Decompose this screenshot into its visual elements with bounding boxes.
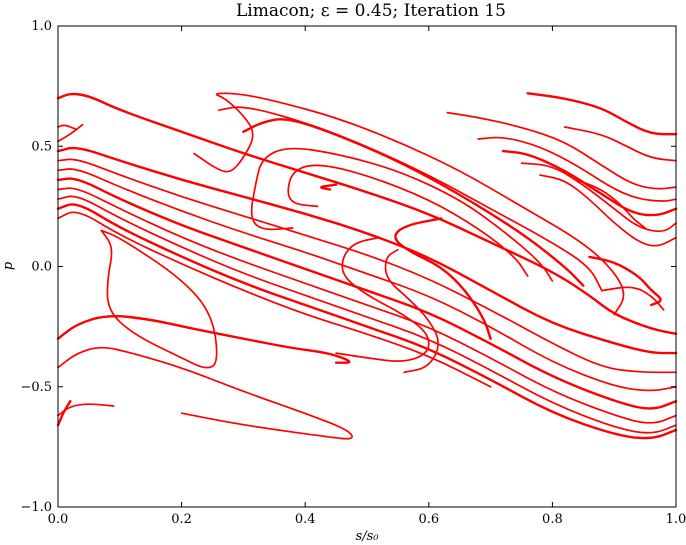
x-tick-label: 0.2 bbox=[171, 512, 192, 527]
series-line bbox=[56, 203, 678, 440]
series-line bbox=[477, 136, 677, 202]
y-axis-ticks: 1.0 0.5 0.0 −0.5 −1.0 bbox=[20, 19, 676, 515]
y-tick-label: −0.5 bbox=[20, 380, 52, 395]
x-tick-label: 0.8 bbox=[542, 512, 563, 527]
x-tick-label: 0.6 bbox=[418, 512, 439, 527]
series-line bbox=[576, 179, 646, 229]
series-line bbox=[588, 255, 662, 307]
series-line bbox=[57, 195, 677, 434]
series-line bbox=[193, 92, 625, 316]
series-line bbox=[57, 158, 677, 374]
series-line bbox=[57, 124, 78, 131]
y-tick-label: −1.0 bbox=[20, 500, 52, 515]
x-axis-ticks: 0.0 0.2 0.4 0.6 0.8 1.0 bbox=[48, 26, 686, 527]
y-tick-label: 0.5 bbox=[31, 139, 52, 154]
x-tick-label: 0.0 bbox=[48, 512, 69, 527]
series-line bbox=[320, 183, 338, 191]
curves-layer bbox=[56, 92, 678, 440]
plot-frame bbox=[57, 25, 677, 508]
y-axis-label: p bbox=[1, 261, 16, 270]
series-line bbox=[501, 149, 678, 217]
series-line bbox=[394, 217, 492, 340]
x-tick-label: 1.0 bbox=[666, 512, 686, 527]
series-line bbox=[57, 187, 677, 424]
series-line bbox=[446, 111, 677, 190]
series-line bbox=[56, 400, 72, 427]
series-line bbox=[600, 286, 665, 311]
series-line bbox=[100, 229, 218, 369]
series-line bbox=[563, 126, 677, 162]
series-line bbox=[539, 174, 677, 247]
series-line bbox=[520, 162, 677, 233]
x-axis-label: s/s₀ bbox=[356, 529, 380, 544]
series-line bbox=[242, 118, 585, 287]
series-line bbox=[57, 211, 492, 388]
series-line bbox=[57, 168, 677, 392]
series-line bbox=[57, 346, 353, 440]
series-line bbox=[56, 315, 351, 364]
y-tick-label: 0.0 bbox=[31, 260, 52, 275]
series-line bbox=[526, 92, 678, 136]
series-line bbox=[56, 92, 678, 335]
y-tick-label: 1.0 bbox=[31, 19, 52, 34]
series-line bbox=[335, 236, 430, 362]
series-line bbox=[250, 147, 554, 282]
series-line bbox=[384, 248, 439, 374]
chart-title: Limacon; ε = 0.45; Iteration 15 bbox=[236, 1, 506, 21]
series-line bbox=[57, 403, 115, 417]
series-line bbox=[57, 123, 84, 143]
x-tick-label: 0.4 bbox=[295, 512, 316, 527]
series-line bbox=[217, 106, 603, 292]
series-line bbox=[56, 177, 678, 410]
series-line bbox=[287, 164, 529, 277]
series-line bbox=[56, 146, 678, 355]
